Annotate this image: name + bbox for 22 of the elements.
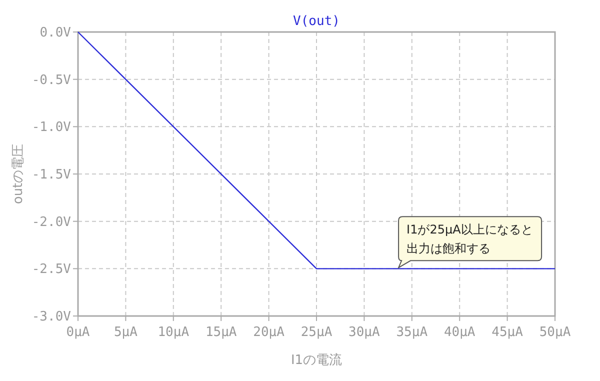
y-tick-label: -2.5V <box>32 262 72 278</box>
x-tick-label: 0μA <box>66 325 90 340</box>
x-tick-label: 45μA <box>492 325 524 340</box>
y-tick-label: -2.0V <box>32 214 72 230</box>
x-tick-label: 5μA <box>114 325 138 340</box>
x-tick-label: 30μA <box>348 325 380 340</box>
x-tick-label: 20μA <box>253 325 285 340</box>
y-tick-label: -0.5V <box>32 72 72 88</box>
annotation: I1が25μA以上になると出力は飽和する <box>406 222 533 256</box>
x-tick-label: 35μA <box>396 325 428 340</box>
x-axis-title: I1の電流 <box>290 352 342 368</box>
x-tick-label: 15μA <box>205 325 237 340</box>
y-tick-label: -1.0V <box>32 120 72 136</box>
x-tick-label: 50μA <box>539 325 571 340</box>
y-axis-title: outの電圧 <box>11 144 26 204</box>
y-tick-label: -1.5V <box>32 168 72 183</box>
chart-title: V(out) <box>293 14 340 29</box>
x-tick-label: 25μA <box>300 325 332 340</box>
y-tick-label: -3.0V <box>32 310 72 325</box>
x-tick-label: 40μA <box>444 325 476 340</box>
y-tick-label: 0.0V <box>40 26 72 41</box>
x-tick-label: 10μA <box>158 325 190 340</box>
